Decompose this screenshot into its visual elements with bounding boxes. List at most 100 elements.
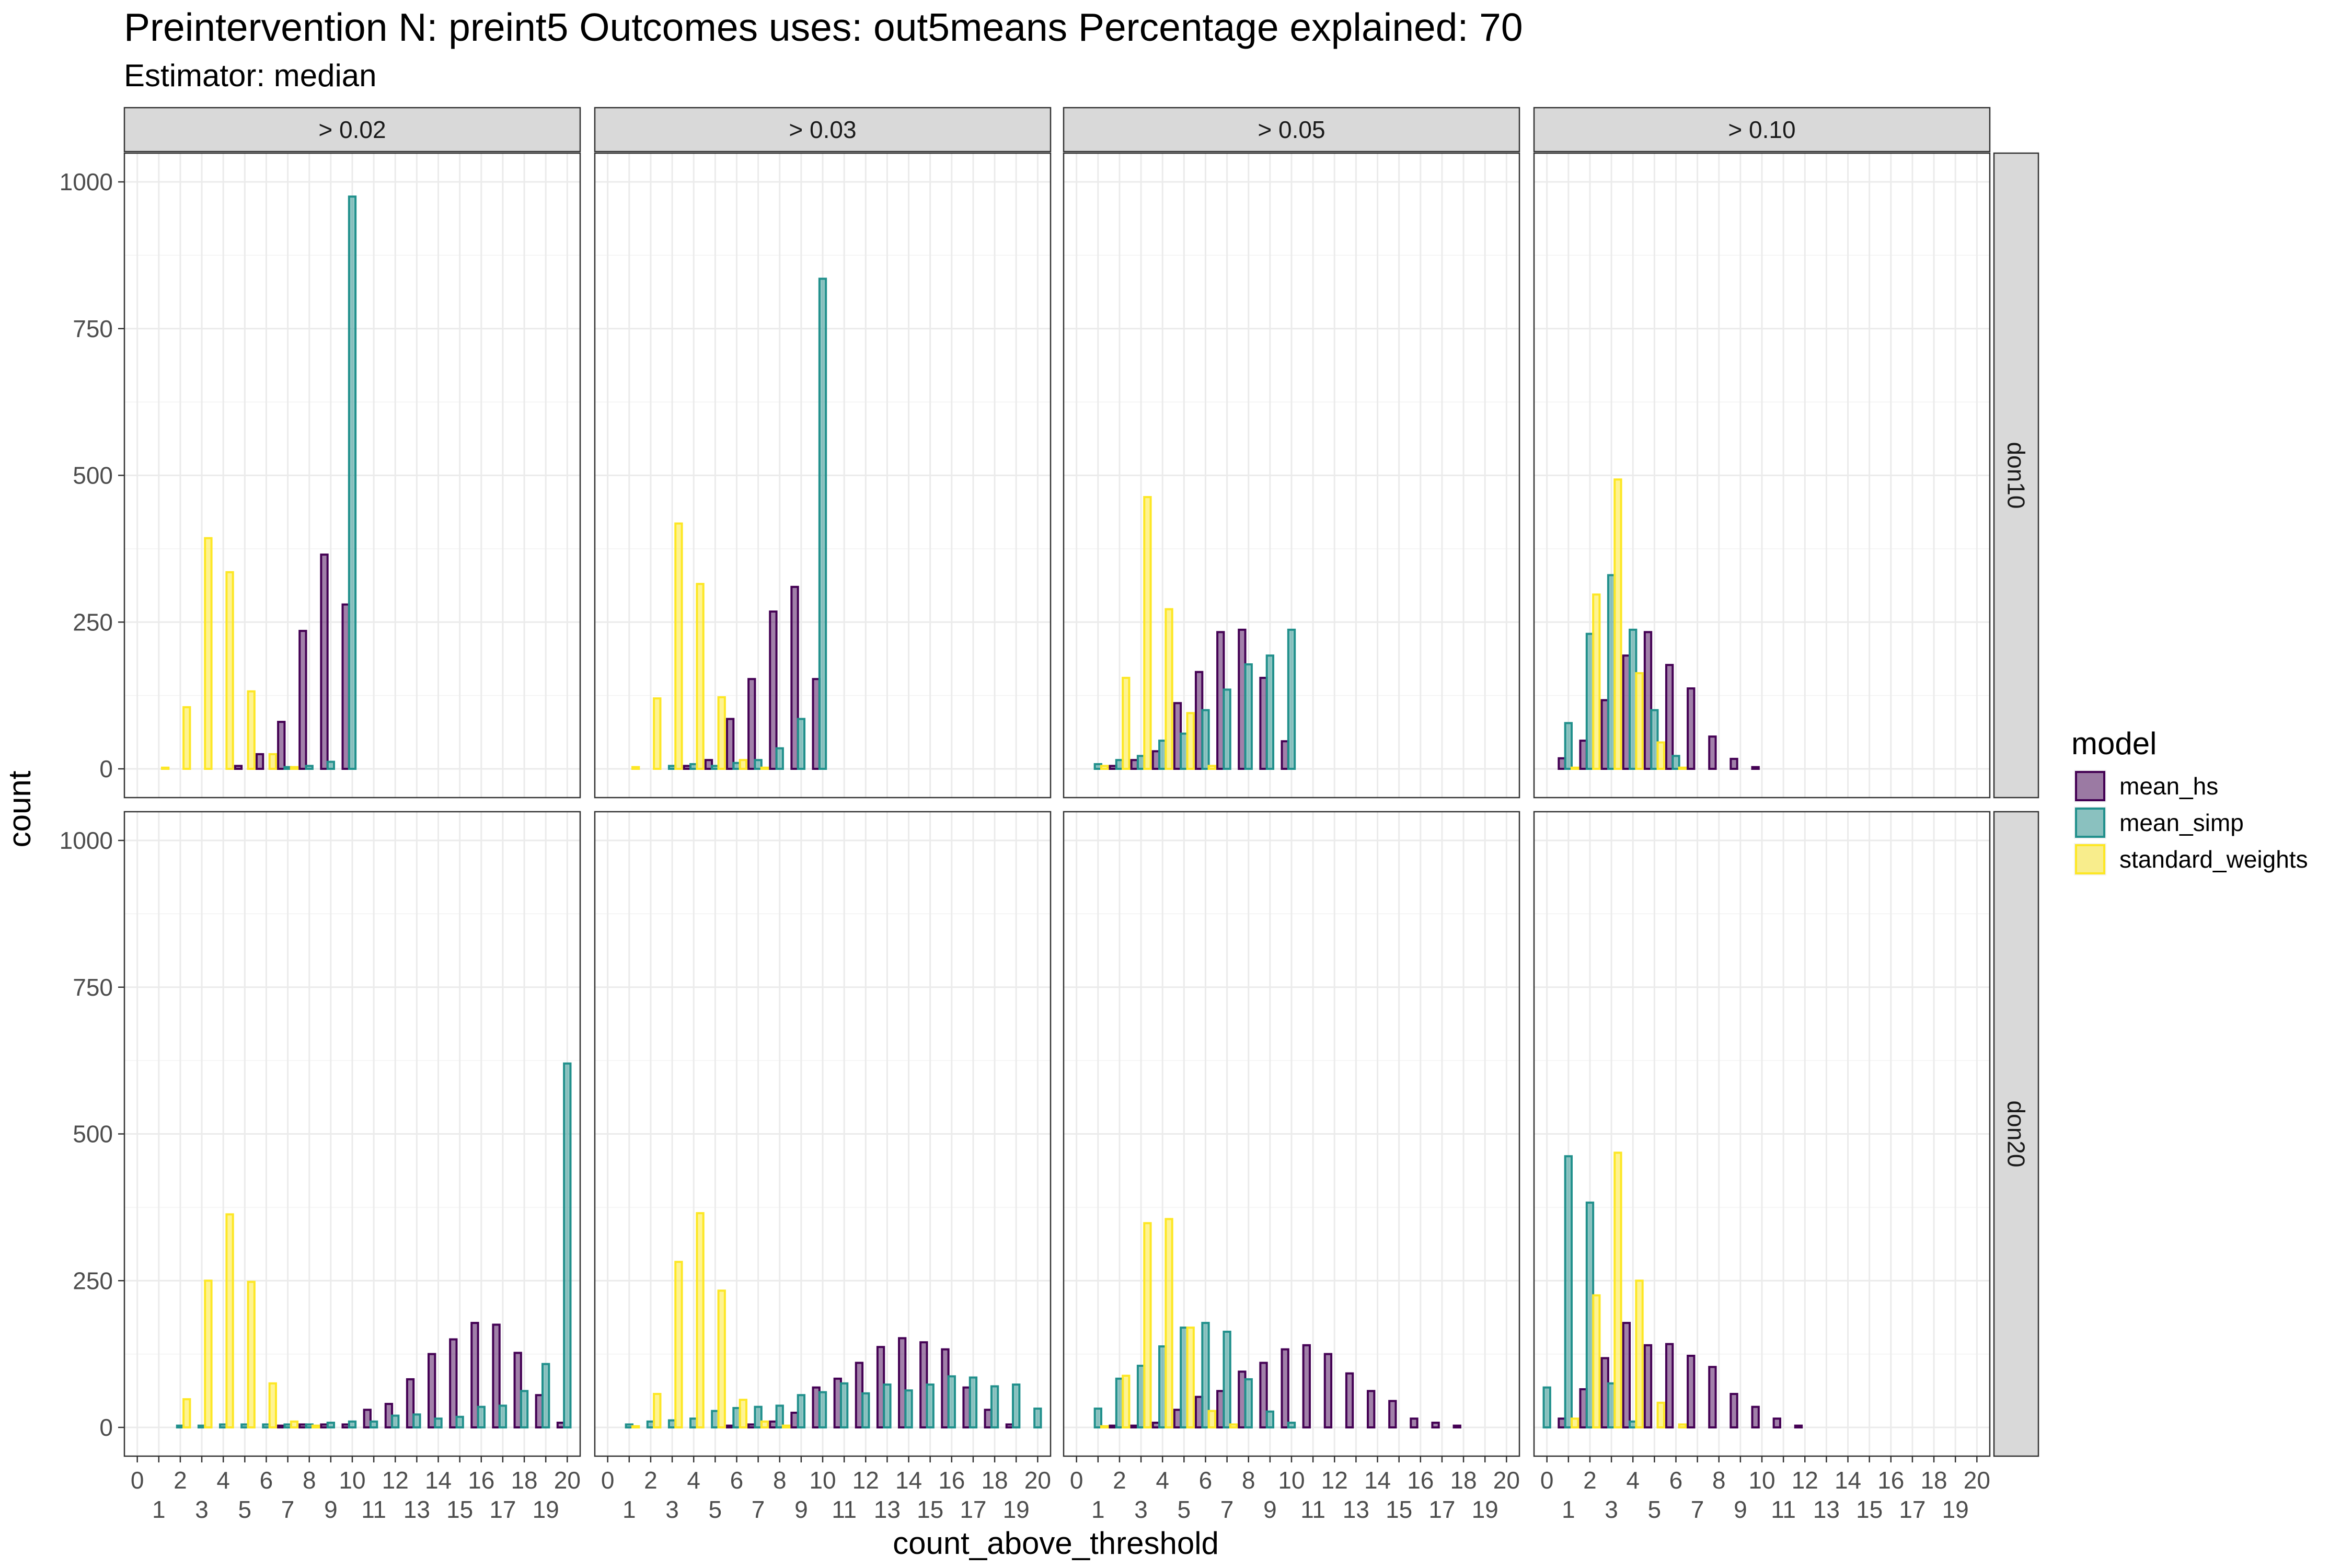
- y-tick-label: 750: [73, 974, 113, 1001]
- x-tick-label: 1: [1562, 1496, 1575, 1523]
- bar-mean_hs-13: [406, 1378, 415, 1429]
- x-tick-label: 4: [687, 1467, 700, 1494]
- bar-mean_hs-10: [1751, 1405, 1760, 1429]
- bar-mean_hs-18: [1452, 1424, 1461, 1429]
- panel-don10-4: [1533, 152, 1991, 799]
- y-tick-label: 250: [73, 1267, 113, 1294]
- bar-mean_hs-10: [1751, 766, 1760, 770]
- bar-standard_weights-4: [1165, 608, 1173, 770]
- bar-mean_hs-9: [1730, 757, 1738, 770]
- bar-mean_simp-9: [1265, 1410, 1275, 1428]
- bar-standard_weights-4: [696, 583, 705, 770]
- facet-strip-col-2: > 0.03: [594, 107, 1052, 153]
- bar-mean_hs-15: [1388, 1400, 1397, 1429]
- x-tick-label: 8: [1712, 1467, 1726, 1494]
- x-tick-label: 6: [1669, 1467, 1683, 1494]
- bar-mean_simp-20: [1033, 1408, 1042, 1428]
- x-tick-label: 7: [752, 1496, 765, 1523]
- bar-mean_simp-11: [839, 1382, 849, 1428]
- legend-swatch: [2075, 771, 2105, 801]
- bar-mean_simp-7: [1223, 688, 1231, 770]
- bar-mean_simp-1: [1564, 1155, 1573, 1429]
- x-tick-label: 6: [260, 1467, 273, 1494]
- bar-standard_weights-4: [225, 571, 234, 770]
- bar-mean_hs-8: [1708, 1366, 1717, 1429]
- bar-mean_hs-17: [492, 1323, 501, 1429]
- bar-mean_simp-17: [969, 1376, 978, 1428]
- x-tick-label: 13: [874, 1496, 901, 1523]
- bar-standard_weights-6: [268, 753, 277, 770]
- bar-mean_simp-19: [1012, 1383, 1021, 1428]
- bar-mean_simp-15: [455, 1415, 464, 1428]
- bar-mean_simp-0: [1542, 1386, 1551, 1428]
- bar-mean_hs-14: [1367, 1390, 1376, 1429]
- y-tick-label: 1000: [60, 168, 113, 195]
- y-axis-title: count: [2, 770, 37, 847]
- panel-border: [1533, 152, 1991, 799]
- bar-mean_simp-20: [563, 1062, 572, 1428]
- legend-swatch: [2075, 808, 2105, 838]
- bar-mean_simp-9: [1265, 654, 1275, 770]
- y-tick-label: 500: [73, 462, 113, 489]
- bar-mean_simp-7: [754, 759, 763, 770]
- facet-strip-label: > 0.02: [318, 116, 386, 143]
- x-tick-label: 13: [1813, 1496, 1840, 1523]
- bar-mean_simp-15: [926, 1383, 935, 1428]
- bar-mean_hs-16: [1410, 1417, 1419, 1429]
- bar-mean_simp-9: [326, 1422, 336, 1429]
- x-tick-label: 3: [1134, 1496, 1148, 1523]
- bar-standard_weights-1: [631, 766, 640, 770]
- x-tick-label: 20: [1964, 1467, 1990, 1494]
- x-tick-label: 2: [174, 1467, 187, 1494]
- bar-standard_weights-7: [290, 766, 299, 770]
- facet-strip-label: > 0.10: [1728, 116, 1795, 143]
- bar-mean_simp-1: [1093, 1408, 1102, 1428]
- x-tick-label: 17: [1899, 1496, 1926, 1523]
- bar-mean_simp-14: [434, 1417, 443, 1429]
- facet-strip-background: [594, 107, 1052, 153]
- bar-standard_weights-2: [1592, 593, 1601, 770]
- bar-standard_weights-5: [1656, 741, 1665, 770]
- bar-mean_hs-9: [320, 554, 329, 770]
- bar-mean_simp-10: [1287, 1422, 1296, 1429]
- bar-mean_simp-6: [1671, 755, 1680, 770]
- bar-standard_weights-7: [1229, 1423, 1238, 1429]
- bar-mean_simp-8: [305, 765, 314, 770]
- bar-mean_simp-8: [775, 747, 784, 770]
- bar-mean_hs-9: [1259, 1362, 1268, 1428]
- bar-mean_simp-1: [1564, 722, 1573, 770]
- bar-standard_weights-1: [1100, 1425, 1109, 1428]
- facet-strip-label: > 0.03: [789, 116, 856, 143]
- bar-mean_simp-19: [541, 1363, 550, 1429]
- bar-standard_weights-5: [247, 1281, 256, 1429]
- y-tick-label: 500: [73, 1121, 113, 1148]
- x-tick-label: 19: [533, 1496, 559, 1523]
- x-tick-label: 20: [554, 1467, 581, 1494]
- facet-strip-row-2: don20: [1993, 811, 2039, 1457]
- bar-mean_hs-8: [769, 610, 778, 770]
- bar-mean_hs-16: [470, 1322, 479, 1428]
- panel-border: [594, 152, 1052, 799]
- bar-standard_weights-1: [1570, 766, 1579, 770]
- bar-standard_weights-2: [1122, 1375, 1131, 1429]
- bar-mean_simp-18: [990, 1385, 999, 1428]
- bar-mean_hs-6: [1665, 664, 1674, 770]
- bar-mean_simp-6: [1201, 709, 1210, 770]
- bar-standard_weights-3: [204, 1279, 213, 1428]
- x-tick-label: 15: [446, 1496, 473, 1523]
- x-tick-label: 9: [1263, 1496, 1277, 1523]
- bar-standard_weights-4: [1165, 1218, 1173, 1428]
- x-tick-label: 20: [1024, 1467, 1051, 1494]
- legend-label: standard_weights: [2119, 846, 2308, 873]
- bar-standard_weights-7: [290, 1420, 299, 1429]
- x-tick-label: 11: [1300, 1496, 1325, 1523]
- bar-standard_weights-6: [1207, 765, 1216, 770]
- panel-don10-1: 0 250 500 750 1000: [60, 152, 581, 799]
- bar-standard_weights-4: [1635, 672, 1644, 770]
- x-tick-label: 3: [665, 1496, 679, 1523]
- x-tick-label: 2: [1113, 1467, 1126, 1494]
- bar-mean_simp-8: [775, 1404, 784, 1428]
- bar-standard_weights-2: [182, 706, 191, 770]
